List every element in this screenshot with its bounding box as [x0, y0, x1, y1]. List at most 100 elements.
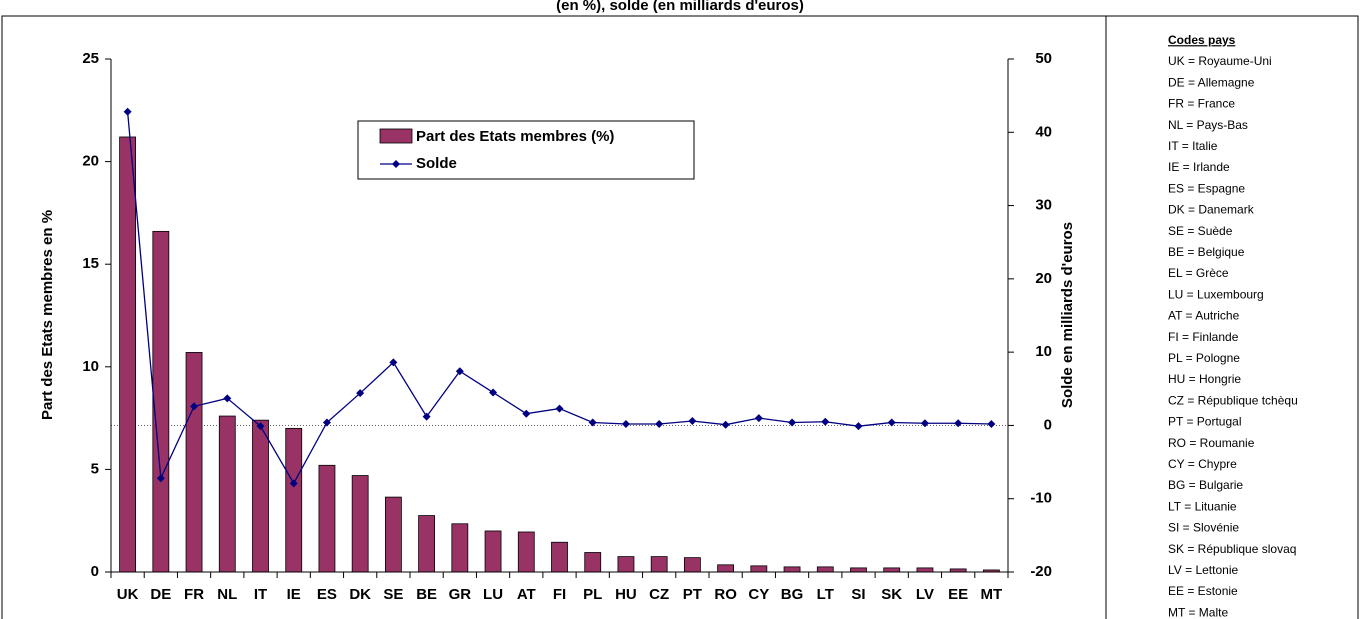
x-tick-label: LV	[916, 586, 934, 603]
legend-label: Part des Etats membres (%)	[416, 128, 614, 145]
x-tick-label: AT	[517, 586, 536, 603]
code-item: CY = Chypre	[1168, 457, 1237, 471]
y2-tick-label: 0	[1044, 416, 1052, 433]
y2-tick-label: 20	[1035, 270, 1052, 287]
bar	[152, 230, 170, 573]
x-tick-label: SE	[383, 586, 403, 603]
y-tick-label: 25	[82, 50, 99, 67]
x-tick-label: PL	[583, 586, 602, 603]
bar	[650, 556, 668, 573]
solde-marker	[123, 107, 132, 116]
code-item: IT = Italie	[1168, 139, 1218, 153]
y2-tick-label: 40	[1035, 123, 1052, 140]
code-item: AT = Autriche	[1168, 309, 1240, 323]
code-item: FR = France	[1168, 97, 1235, 111]
solde-marker	[920, 419, 929, 428]
code-item: PT = Portugal	[1168, 415, 1242, 429]
x-tick-label: NL	[217, 586, 237, 603]
bar	[218, 415, 236, 573]
code-item: EL = Grèce	[1168, 266, 1229, 280]
bar	[750, 565, 768, 573]
code-item: RO = Roumanie	[1168, 436, 1255, 450]
solde-marker	[754, 414, 763, 423]
code-item: UK = Royaume-Uni	[1168, 54, 1272, 68]
y-tick-label: 20	[82, 153, 99, 170]
legend-label: Solde	[416, 155, 457, 172]
code-item: DE = Allemagne	[1168, 75, 1255, 89]
solde-marker	[588, 418, 597, 427]
y-axis-label: Part des Etats membres en %	[39, 210, 56, 420]
x-tick-label: IE	[287, 586, 301, 603]
solde-marker	[156, 474, 165, 483]
code-item: FI = Finlande	[1168, 330, 1239, 344]
x-tick-label: DE	[150, 586, 171, 603]
solde-marker	[887, 418, 896, 427]
code-item: DK = Danemark	[1168, 203, 1255, 217]
legend-marker	[392, 160, 400, 168]
bar	[816, 566, 834, 573]
bar	[351, 475, 369, 573]
code-item: BG = Bulgarie	[1168, 478, 1243, 492]
solde-marker	[489, 388, 498, 397]
solde-marker	[389, 358, 398, 367]
solde-marker	[688, 417, 697, 426]
code-item: SE = Suède	[1168, 224, 1233, 238]
bar	[850, 567, 867, 573]
legend-swatch	[379, 128, 413, 144]
y-tick-label: 15	[82, 255, 99, 272]
x-tick-label: RO	[714, 586, 737, 603]
solde-marker	[322, 418, 331, 427]
x-tick-label: FR	[184, 586, 204, 603]
x-tick-label: CY	[748, 586, 769, 603]
code-item: SK = République slovaq	[1168, 542, 1296, 556]
x-tick-label: SI	[851, 586, 865, 603]
x-tick-label: HU	[615, 586, 637, 603]
bar	[285, 427, 303, 573]
x-tick-label: GR	[449, 586, 472, 603]
solde-marker	[821, 417, 830, 426]
x-tick-label: CZ	[649, 586, 669, 603]
x-tick-label: MT	[981, 586, 1003, 603]
y2-tick-label: 50	[1035, 50, 1052, 67]
y-tick-label: 0	[91, 563, 99, 580]
solde-marker	[788, 418, 797, 427]
solde-marker	[854, 422, 863, 431]
code-item: LV = Lettonie	[1168, 563, 1238, 577]
code-item: HU = Hongrie	[1168, 372, 1241, 386]
x-tick-label: LT	[817, 586, 834, 603]
chart-title: (en %), solde (en milliards d'euros)	[556, 0, 804, 14]
x-tick-label: IT	[254, 586, 267, 603]
codes-title: Codes pays	[1168, 33, 1236, 47]
solde-marker	[422, 412, 431, 421]
bar	[119, 136, 137, 573]
y-tick-label: 5	[91, 460, 99, 477]
x-tick-label: EE	[948, 586, 968, 603]
bar	[185, 352, 203, 573]
x-tick-label: LU	[483, 586, 503, 603]
bar	[484, 530, 502, 573]
bar	[617, 556, 635, 573]
bar	[883, 567, 901, 573]
bar	[451, 523, 469, 573]
y2-tick-label: -20	[1030, 563, 1052, 580]
bar	[584, 552, 602, 573]
code-item: SI = Slovénie	[1168, 521, 1239, 535]
y2-tick-label: 30	[1035, 197, 1052, 214]
solde-marker	[954, 419, 963, 428]
solde-marker	[621, 419, 630, 428]
solde-marker	[655, 419, 664, 428]
x-tick-label: SK	[881, 586, 902, 603]
code-item: ES = Espagne	[1168, 181, 1245, 195]
solde-marker	[455, 367, 464, 376]
x-tick-label: BE	[416, 586, 437, 603]
code-item: EE = Estonie	[1168, 584, 1238, 598]
code-item: NL = Pays-Bas	[1168, 118, 1248, 132]
code-item: MT = Malte	[1168, 605, 1228, 619]
solde-marker	[522, 409, 531, 418]
x-tick-label: PT	[683, 586, 702, 603]
bar	[517, 531, 535, 573]
bar	[318, 464, 336, 573]
y2-axis-label: Solde en milliards d'euros	[1059, 222, 1076, 408]
code-item: LT = Lituanie	[1168, 499, 1237, 513]
